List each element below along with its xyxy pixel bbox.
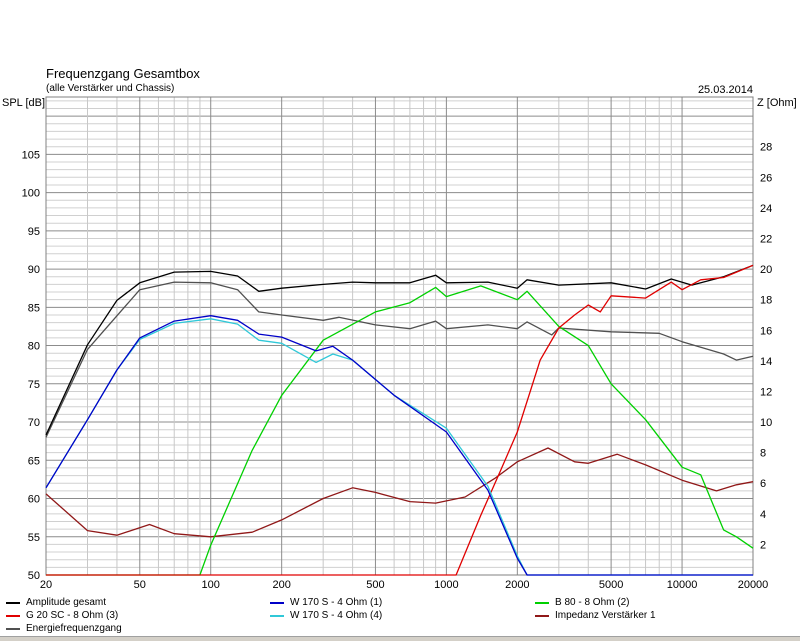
y-axis-label-right: Z [Ohm]	[757, 97, 797, 109]
y-tick-label: 65	[28, 455, 40, 467]
legend-swatch	[6, 627, 20, 630]
y-right-tick-label: 22	[760, 233, 772, 245]
x-tick-label: 500	[366, 579, 384, 591]
y-tick-label: 60	[28, 494, 40, 506]
y-right-tick-label: 12	[760, 386, 772, 398]
y-right-tick-label: 8	[760, 448, 766, 460]
y-tick-label: 80	[28, 341, 40, 353]
legend-swatch	[6, 601, 20, 604]
chart-title: Frequenzgang Gesamtbox	[46, 66, 200, 81]
legend-label: Amplitude gesamt	[26, 597, 107, 608]
y-tick-label: 55	[28, 532, 40, 544]
y-tick-label: 75	[28, 379, 40, 391]
y-tick-label: 90	[28, 264, 40, 276]
y-right-tick-label: 16	[760, 325, 772, 337]
y-tick-label: 100	[22, 188, 40, 200]
y-tick-label: 105	[22, 149, 40, 161]
legend-swatch	[535, 614, 549, 617]
x-tick-label: 50	[134, 579, 146, 591]
y-right-tick-label: 24	[760, 203, 772, 215]
legend-swatch	[270, 614, 284, 617]
legend-label: B 80 - 8 Ohm (2)	[555, 597, 630, 608]
y-right-tick-label: 4	[760, 509, 766, 521]
legend-item: B 80 - 8 Ohm (2)	[535, 597, 629, 608]
x-tick-label: 100	[202, 579, 220, 591]
legend-item: G 20 SC - 8 Ohm (3)	[6, 610, 118, 621]
series-line-2	[46, 285, 754, 576]
legend-swatch	[535, 601, 549, 604]
series-line-6	[45, 281, 754, 438]
legend-label: Energiefrequenzgang	[26, 623, 122, 634]
window-frame	[0, 636, 800, 641]
y-right-tick-label: 14	[760, 356, 772, 368]
legend-label: G 20 SC - 8 Ohm (3)	[26, 610, 119, 621]
y-right-tick-label: 10	[760, 417, 772, 429]
y-axis-label-left: SPL [dB]	[2, 97, 46, 109]
legend-item: Energiefrequenzgang	[6, 623, 122, 634]
series-line-3	[46, 264, 754, 576]
x-tick-label: 20	[40, 579, 52, 591]
y-right-tick-label: 28	[760, 142, 772, 154]
x-tick-label: 10000	[667, 579, 698, 591]
chart-subtitle: (alle Verstärker und Chassis)	[46, 83, 175, 94]
y-tick-label: 70	[28, 417, 40, 429]
y-right-tick-label: 2	[760, 539, 766, 551]
y-tick-label: 50	[28, 570, 40, 582]
chart-date: 25.03.2014	[697, 84, 753, 96]
x-tick-label: 2000	[505, 579, 529, 591]
x-tick-label: 5000	[599, 579, 623, 591]
legend-label: Impedanz Verstärker 1	[555, 610, 656, 621]
legend-item: Impedanz Verstärker 1	[535, 610, 656, 621]
legend-swatch	[270, 601, 284, 604]
series-line-5	[45, 447, 754, 538]
y-right-tick-label: 20	[760, 264, 772, 276]
legend-item: W 170 S - 4 Ohm (1)	[270, 597, 382, 608]
legend-label: W 170 S - 4 Ohm (1)	[290, 597, 383, 608]
y-tick-label: 95	[28, 226, 40, 238]
y-tick-label: 85	[28, 302, 40, 314]
legend-label: W 170 S - 4 Ohm (4)	[290, 610, 383, 621]
series-line-4	[45, 318, 753, 576]
y-right-tick-label: 18	[760, 295, 772, 307]
plot-frame	[45, 96, 754, 576]
y-right-tick-label: 6	[760, 478, 766, 490]
legend-item: Amplitude gesamt	[6, 597, 106, 608]
series-line-0	[45, 264, 754, 436]
y-right-tick-label: 26	[760, 172, 772, 184]
legend-swatch	[6, 614, 20, 617]
x-tick-label: 200	[272, 579, 290, 591]
x-tick-label: 20000	[738, 579, 769, 591]
series-line-1	[45, 315, 753, 576]
legend-item: W 170 S - 4 Ohm (4)	[270, 610, 382, 621]
x-tick-label: 1000	[434, 579, 458, 591]
